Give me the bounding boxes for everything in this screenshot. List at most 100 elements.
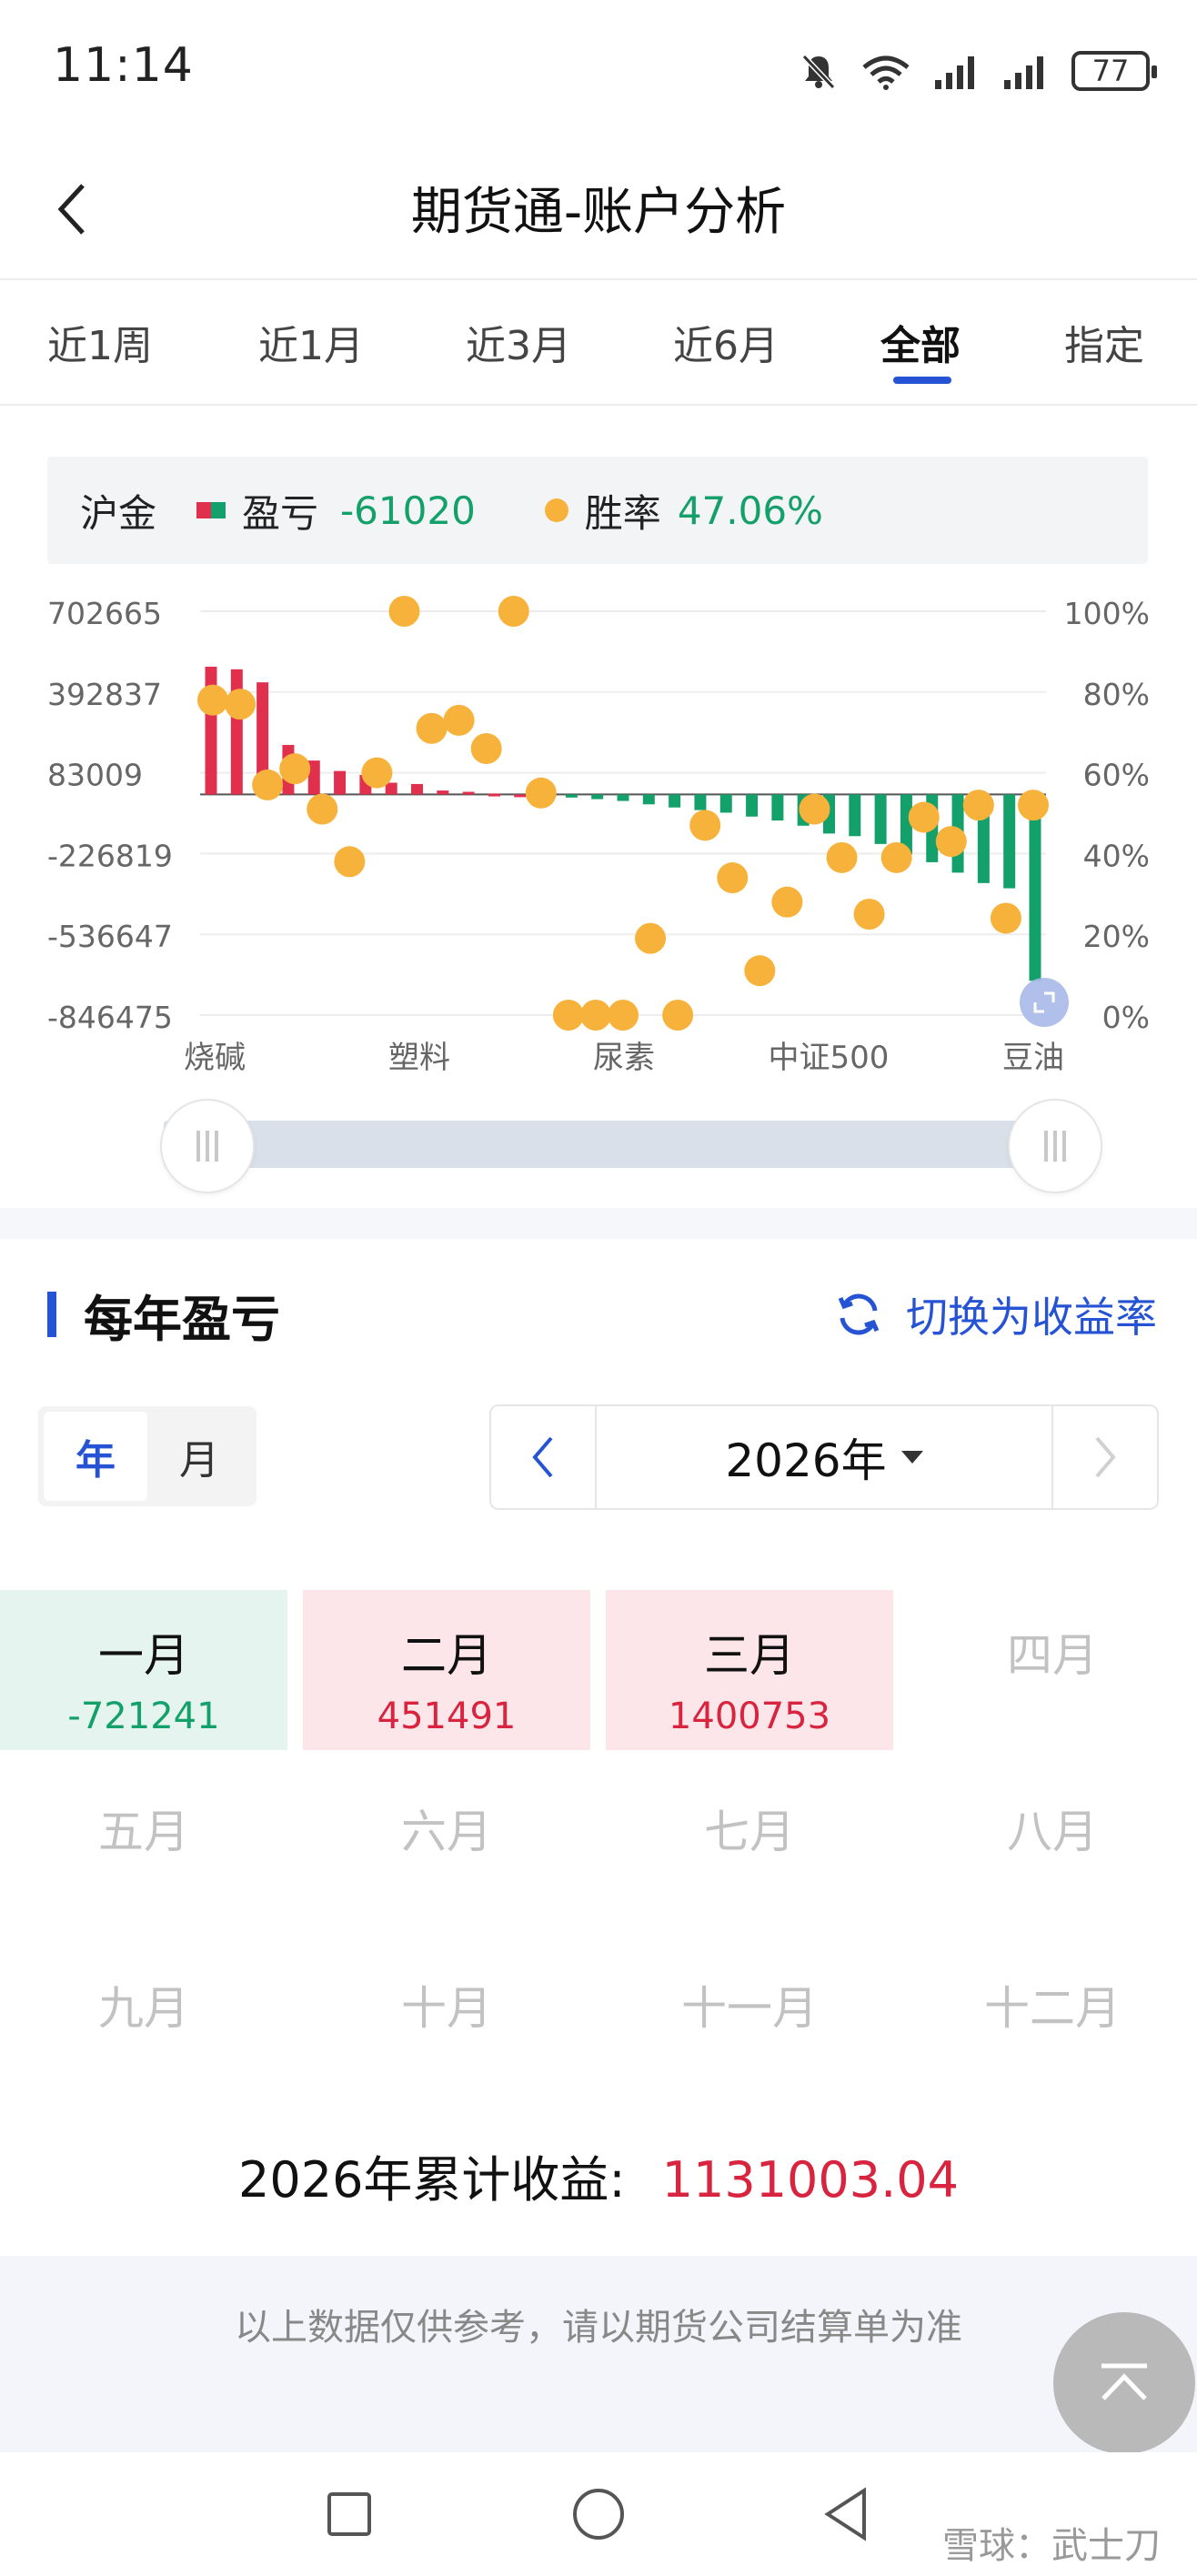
month-cell[interactable]: 八月 [909, 1766, 1196, 1927]
winrate-point [197, 684, 228, 716]
pnl-bar [849, 794, 861, 837]
chart-legend: 沪金 盈亏 -61020 胜率 47.06% [47, 457, 1148, 564]
winrate-point [307, 793, 338, 825]
month-cell[interactable]: 一月 -721241 [0, 1590, 287, 1750]
watermark-text: 雪球：武士刀 [942, 2525, 1161, 2567]
prev-year-button[interactable] [491, 1406, 597, 1508]
pnl-bar [411, 783, 423, 795]
circle-icon [573, 2489, 624, 2540]
tab-1-week[interactable]: 近1周 [47, 323, 153, 369]
pnl-bar [488, 793, 500, 797]
cumulative-label: 2026年累计收益: [238, 2151, 626, 2209]
chevron-left-icon [57, 184, 85, 235]
year-select[interactable]: 2026年 [597, 1406, 1051, 1508]
winrate-point [279, 753, 311, 785]
winrate-point [252, 769, 284, 800]
right-axis-tick: 80% [1083, 677, 1150, 712]
signal-icon-2 [1004, 56, 1043, 89]
triangle-back-icon [824, 2487, 866, 2541]
pnl-bar [900, 794, 912, 855]
month-cell[interactable]: 四月 [909, 1590, 1196, 1750]
month-cell[interactable]: 六月 [303, 1766, 590, 1927]
winrate-point [525, 777, 557, 809]
pnl-bar [462, 791, 475, 795]
winrate-point [498, 596, 529, 627]
month-name: 九月 [98, 1982, 189, 2035]
tab-1-month[interactable]: 近1月 [258, 323, 364, 369]
year-value: 2026年 [725, 1434, 887, 1487]
pnl-bar [307, 760, 320, 795]
back-button[interactable] [40, 173, 104, 246]
recent-apps-button[interactable] [320, 2485, 378, 2543]
right-axis-tick: 20% [1083, 919, 1150, 954]
winrate-point [935, 826, 967, 858]
back-to-top-button[interactable] [1053, 2312, 1195, 2454]
range-handle-left[interactable] [160, 1099, 255, 1193]
status-icons: 77 [799, 45, 1157, 96]
winrate-point [361, 757, 393, 789]
x-axis-tick: 豆油 [1002, 1040, 1064, 1076]
winrate-point [826, 841, 858, 873]
month-name: 一月 [98, 1629, 189, 1682]
winrate-point [388, 596, 420, 627]
switch-to-return-rate-button[interactable]: 切换为收益率 [835, 1283, 1157, 1346]
expand-icon [1020, 978, 1069, 1027]
month-cell[interactable]: 二月 451491 [303, 1590, 590, 1750]
month-cell[interactable]: 九月 [0, 1943, 287, 2103]
x-axis-tick: 塑料 [388, 1040, 450, 1076]
month-cell[interactable]: 三月 1400753 [606, 1590, 893, 1750]
home-button[interactable] [569, 2485, 628, 2543]
month-cell[interactable]: 十月 [303, 1943, 590, 2103]
legend-pnl-label: 盈亏 [242, 490, 319, 536]
month-cell[interactable]: 五月 [0, 1766, 287, 1927]
range-handle-right[interactable] [1008, 1099, 1102, 1193]
refresh-icon [838, 1293, 880, 1335]
pnl-chart[interactable]: 702665 100% 392837 80% 83009 60% -226819 40% -53… [0, 582, 1197, 1092]
tab-custom[interactable]: 指定 [1064, 323, 1144, 369]
pnl-bar [694, 794, 707, 810]
section-title: 每年盈亏 [47, 1283, 280, 1348]
winrate-point [608, 1000, 639, 1031]
app-header: 期货通-账户分析 [0, 136, 1197, 280]
tab-6-months[interactable]: 近6月 [673, 323, 779, 369]
cumulative-value: 1131003.04 [661, 2151, 959, 2209]
pnl-bar [334, 770, 347, 795]
left-axis-tick: -846475 [47, 1000, 173, 1035]
pnl-bar [669, 794, 681, 808]
mode-month[interactable]: 月 [179, 1437, 219, 1484]
month-value: 451491 [377, 1696, 517, 1737]
period-tabs: 近1周 近1月 近3月 近6月 全部 指定 [0, 282, 1197, 406]
expand-arrows-icon [1033, 991, 1055, 1013]
pnl-bar [1029, 794, 1041, 981]
tab-3-months[interactable]: 近3月 [466, 323, 571, 369]
tab-all[interactable]: 全部 [880, 323, 961, 369]
right-axis-tick: 60% [1083, 758, 1150, 793]
legend-pnl-value: -61020 [340, 488, 476, 533]
month-name: 十月 [401, 1982, 492, 2035]
next-year-button[interactable] [1051, 1406, 1157, 1508]
month-name: 八月 [1007, 1806, 1098, 1858]
winrate-point [962, 790, 994, 821]
month-cell[interactable]: 十一月 [606, 1943, 893, 2103]
month-cell[interactable]: 十二月 [909, 1943, 1196, 2103]
range-track[interactable] [164, 1121, 1055, 1168]
section-divider [0, 1208, 1197, 1239]
period-mode-toggle: 年 月 [38, 1406, 256, 1506]
square-icon [327, 2492, 371, 2536]
month-name: 二月 [401, 1629, 492, 1682]
month-name: 六月 [401, 1806, 492, 1858]
x-axis-tick: 中证500 [769, 1040, 890, 1076]
left-axis-tick: 702665 [47, 596, 162, 631]
pnl-bar [591, 794, 604, 800]
system-back-button[interactable] [817, 2485, 875, 2543]
winrate-point [689, 810, 721, 841]
page-title: 期货通-账户分析 [410, 183, 787, 242]
winrate-point [880, 841, 912, 873]
chevron-left-icon [532, 1436, 553, 1478]
x-axis-tick: 尿素 [593, 1040, 655, 1076]
signal-icon [935, 56, 974, 89]
mode-year[interactable]: 年 [44, 1412, 147, 1501]
pnl-bar [437, 790, 449, 795]
switch-label: 切换为收益率 [906, 1293, 1157, 1342]
month-cell[interactable]: 七月 [606, 1766, 893, 1927]
